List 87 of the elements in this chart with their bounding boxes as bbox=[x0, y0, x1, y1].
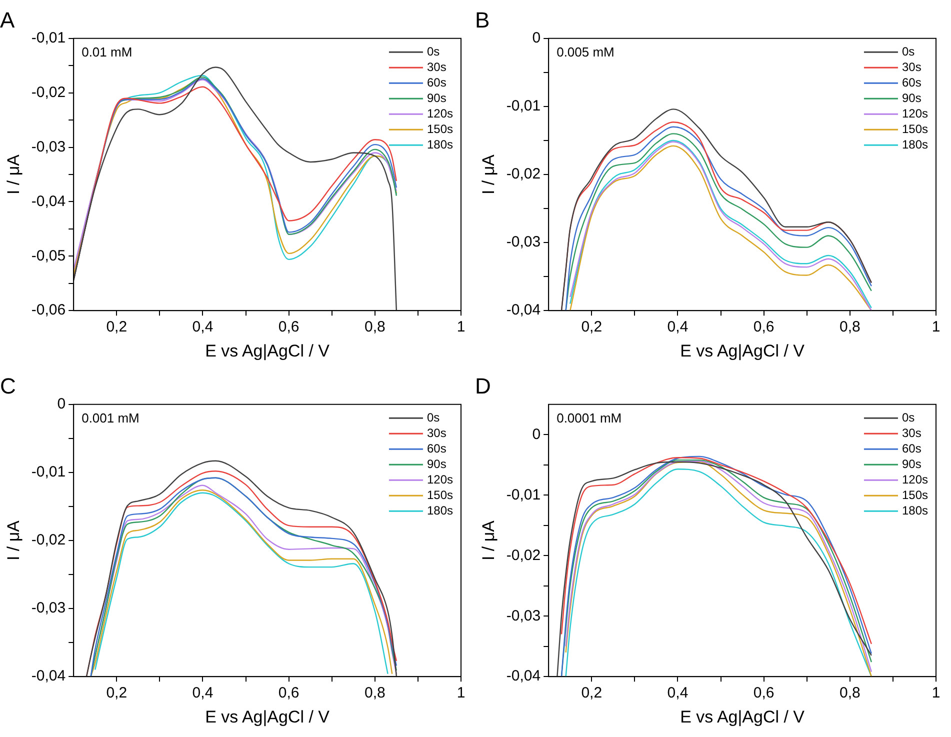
x-tick-label: 0,8 bbox=[364, 318, 386, 336]
y-tick-label: -0,03 bbox=[506, 607, 541, 624]
x-tick-label: 0,6 bbox=[278, 318, 300, 336]
y-tick-label: -0,04 bbox=[31, 192, 66, 210]
legend-label: 120s bbox=[902, 472, 928, 486]
x-tick-label: 0,2 bbox=[581, 684, 602, 702]
legend-label: 30s bbox=[426, 60, 446, 74]
y-tick-label: -0,02 bbox=[31, 532, 66, 549]
legend-label: 90s bbox=[902, 90, 922, 105]
x-tick-label: 1 bbox=[456, 318, 466, 336]
y-tick-label: -0,05 bbox=[31, 247, 66, 264]
y-axis-title: I / μA bbox=[478, 154, 498, 195]
y-tick-label: 0 bbox=[57, 396, 66, 413]
annotation: 0.001 mM bbox=[82, 410, 140, 426]
x-tick-label: 1 bbox=[456, 684, 466, 702]
legend-label: 150s bbox=[426, 488, 454, 502]
legend-label: 120s bbox=[426, 472, 454, 486]
y-tick-label: -0,01 bbox=[506, 486, 541, 504]
line-series bbox=[560, 457, 872, 645]
legend-label: 150s bbox=[902, 488, 928, 502]
y-tick-label: -0,01 bbox=[506, 98, 541, 115]
legend-label: 180s bbox=[426, 503, 454, 518]
legend-label: 150s bbox=[902, 122, 928, 136]
legend-label: 60s bbox=[426, 441, 446, 456]
y-tick-label: -0,06 bbox=[31, 302, 66, 319]
legend-label: 60s bbox=[902, 75, 922, 90]
y-axis-title: I / μA bbox=[4, 154, 23, 195]
chart-title: C bbox=[0, 373, 16, 398]
annotation: 0.0001 mM bbox=[556, 410, 622, 426]
x-tick-label: 0,4 bbox=[192, 684, 214, 702]
annotation: 0.01 mM bbox=[82, 44, 132, 60]
legend-label: 0s bbox=[902, 44, 915, 58]
x-axis-title: E vs Ag|AgCl / V bbox=[680, 341, 806, 360]
chart-title: A bbox=[0, 7, 15, 32]
chart-title: D bbox=[475, 373, 491, 398]
y-axis-title: I / μA bbox=[478, 520, 498, 561]
y-tick-label: -0,02 bbox=[506, 166, 541, 183]
legend-label: 120s bbox=[902, 106, 928, 120]
y-tick-label: -0,02 bbox=[506, 546, 541, 564]
y-tick-label: -0,03 bbox=[31, 138, 66, 156]
x-axis-title: E vs Ag|AgCl / V bbox=[205, 707, 330, 726]
y-tick-label: 0 bbox=[532, 426, 541, 443]
y-tick-label: -0,02 bbox=[31, 84, 66, 101]
legend-label: 30s bbox=[902, 426, 922, 440]
line-series bbox=[74, 66, 398, 311]
legend-label: 0s bbox=[902, 410, 915, 424]
x-tick-label: 0,2 bbox=[581, 318, 602, 336]
y-tick-label: -0,03 bbox=[506, 234, 541, 251]
x-tick-label: 0,6 bbox=[753, 684, 774, 702]
legend-label: 180s bbox=[902, 137, 928, 152]
y-tick-label: -0,03 bbox=[31, 600, 66, 617]
legend-label: 180s bbox=[426, 137, 454, 152]
x-tick-label: 0,4 bbox=[192, 318, 214, 336]
y-axis-title: I / μA bbox=[4, 520, 23, 561]
legend-label: 90s bbox=[426, 90, 446, 105]
x-axis-title: E vs Ag|AgCl / V bbox=[205, 341, 330, 360]
y-tick-label: -0,01 bbox=[31, 30, 66, 47]
annotation: 0.005 mM bbox=[556, 44, 614, 60]
y-tick-label: -0,04 bbox=[506, 668, 541, 685]
x-tick-label: 0,8 bbox=[839, 684, 860, 702]
y-tick-label: -0,04 bbox=[506, 302, 541, 319]
legend-label: 90s bbox=[902, 456, 922, 471]
y-tick-label: -0,01 bbox=[31, 464, 66, 481]
legend-label: 90s bbox=[426, 456, 446, 471]
y-tick-label: 0 bbox=[532, 30, 541, 47]
legend-label: 60s bbox=[902, 441, 922, 456]
legend-label: 180s bbox=[902, 503, 928, 518]
x-tick-label: 0,2 bbox=[106, 318, 128, 336]
legend-label: 0s bbox=[426, 410, 440, 424]
x-tick-label: 0,8 bbox=[364, 684, 386, 702]
legend-label: 120s bbox=[426, 106, 454, 120]
x-tick-label: 0,8 bbox=[839, 318, 860, 336]
chart-title: B bbox=[475, 7, 490, 32]
x-tick-label: 1 bbox=[932, 318, 940, 336]
legend-label: 30s bbox=[426, 426, 446, 440]
x-tick-label: 0,6 bbox=[753, 318, 774, 336]
x-tick-label: 1 bbox=[932, 684, 940, 702]
x-tick-label: 0,2 bbox=[106, 684, 128, 702]
legend-label: 30s bbox=[902, 60, 922, 74]
x-axis-title: E vs Ag|AgCl / V bbox=[680, 707, 806, 726]
y-tick-label: -0,04 bbox=[31, 668, 66, 685]
legend-label: 150s bbox=[426, 122, 454, 136]
x-tick-label: 0,4 bbox=[667, 318, 688, 336]
legend-label: 0s bbox=[426, 44, 440, 58]
legend-label: 60s bbox=[426, 75, 446, 90]
x-tick-label: 0,4 bbox=[667, 684, 688, 702]
x-tick-label: 0,6 bbox=[278, 684, 300, 702]
